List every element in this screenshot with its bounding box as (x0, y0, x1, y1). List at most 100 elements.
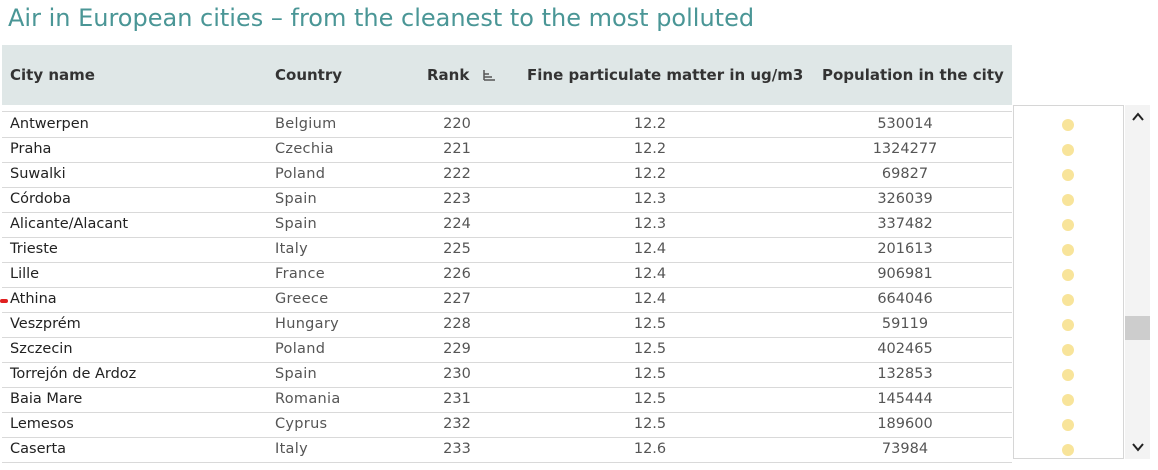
table-cell: 12.4 (633, 291, 667, 307)
row-divider (2, 437, 1012, 438)
column-header[interactable]: Rank (427, 66, 470, 84)
column-header[interactable]: Population in the city (822, 66, 1004, 84)
table-cell: 73984 (881, 441, 929, 457)
row-divider (2, 412, 1012, 413)
table-cell: 225 (443, 241, 471, 257)
table-cell: 132853 (877, 366, 933, 382)
table-cell: 12.3 (633, 216, 667, 232)
table-cell: 201613 (877, 241, 933, 257)
table-cell: 12.4 (633, 266, 667, 282)
table-cell: 12.5 (633, 366, 667, 382)
table-cell: 223 (443, 191, 471, 207)
status-dot (1062, 269, 1074, 281)
table-cell: Athina (10, 291, 57, 307)
row-divider (2, 237, 1012, 238)
column-header[interactable]: Fine particulate matter in ug/m3 (527, 66, 804, 84)
table-cell: 1324277 (872, 141, 938, 157)
table-cell: 189600 (877, 416, 933, 432)
column-header[interactable]: Country (275, 66, 343, 84)
scroll-up[interactable] (1131, 111, 1145, 123)
sort-icon[interactable] (482, 68, 496, 82)
table-cell: Torrejón de Ardoz (10, 366, 137, 382)
table-cell: 222 (443, 166, 471, 182)
table-cell: Spain (275, 366, 318, 382)
row-divider (2, 362, 1012, 363)
table-cell: Lille (10, 266, 40, 282)
table-cell: 69827 (881, 166, 929, 182)
status-dot (1062, 219, 1074, 231)
table-cell: 230 (443, 366, 471, 382)
table-cell: 906981 (877, 266, 933, 282)
table-cell: Hungary (275, 316, 340, 332)
status-dot (1062, 369, 1074, 381)
scroll-thumb[interactable] (1125, 316, 1150, 340)
indicator-column (1013, 105, 1124, 459)
row-divider (2, 111, 1012, 112)
table-cell: Baia Mare (10, 391, 83, 407)
status-dot (1062, 319, 1074, 331)
scrollbar[interactable] (1125, 105, 1150, 459)
table-cell: Italy (275, 441, 308, 457)
table-cell: Alicante/Alacant (10, 216, 129, 232)
table-cell: 12.5 (633, 391, 667, 407)
table-cell: 402465 (877, 341, 933, 357)
status-dot (1062, 419, 1074, 431)
table-cell: 224 (443, 216, 471, 232)
table-cell: 12.4 (633, 241, 667, 257)
row-divider (2, 212, 1012, 213)
table-cell: Praha (10, 141, 52, 157)
table-cell: 221 (443, 141, 471, 157)
table-cell: France (275, 266, 326, 282)
table-cell: 228 (443, 316, 471, 332)
row-divider (2, 462, 1012, 463)
table-cell: Lemesos (10, 416, 74, 432)
table-cell: Belgium (275, 116, 337, 132)
status-dot (1062, 444, 1074, 456)
table-cell: Czechia (275, 141, 334, 157)
status-dot (1062, 144, 1074, 156)
table-cell: 12.2 (633, 141, 667, 157)
row-divider (2, 262, 1012, 263)
table-cell: 229 (443, 341, 471, 357)
row-divider (2, 387, 1012, 388)
table-cell: 664046 (877, 291, 933, 307)
marker (0, 299, 8, 303)
table-cell: Trieste (10, 241, 58, 257)
table-cell: Veszprém (10, 316, 81, 332)
status-dot (1062, 194, 1074, 206)
row-divider (2, 162, 1012, 163)
status-dot (1062, 294, 1074, 306)
table-cell: Spain (275, 191, 318, 207)
table-cell: Szczecin (10, 341, 73, 357)
status-dot (1062, 244, 1074, 256)
table-cell: Spain (275, 216, 318, 232)
table-cell: 226 (443, 266, 471, 282)
table-cell: Caserta (10, 441, 67, 457)
row-divider (2, 312, 1012, 313)
table-cell: 12.2 (633, 166, 667, 182)
table-cell: 59119 (881, 316, 929, 332)
table-cell: 220 (443, 116, 471, 132)
table-cell: 232 (443, 416, 471, 432)
table-cell: 12.3 (633, 191, 667, 207)
table-cell: 145444 (877, 391, 933, 407)
table-cell: 12.5 (633, 416, 667, 432)
status-dot (1062, 394, 1074, 406)
table-cell: Romania (275, 391, 341, 407)
table-cell: 12.5 (633, 316, 667, 332)
column-header[interactable]: City name (10, 66, 95, 84)
table-cell: 231 (443, 391, 471, 407)
table-cell: Poland (275, 166, 326, 182)
table-cell: 530014 (877, 116, 933, 132)
table-cell: 227 (443, 291, 471, 307)
scroll-down[interactable] (1131, 441, 1145, 453)
row-divider (2, 187, 1012, 188)
table-cell: 12.2 (633, 116, 667, 132)
title: Air in European cities – from the cleane… (8, 4, 755, 32)
table-cell: Greece (275, 291, 329, 307)
row-divider (2, 137, 1012, 138)
table-cell: 337482 (877, 216, 933, 232)
table-cell: Italy (275, 241, 308, 257)
table-cell: Córdoba (10, 191, 71, 207)
